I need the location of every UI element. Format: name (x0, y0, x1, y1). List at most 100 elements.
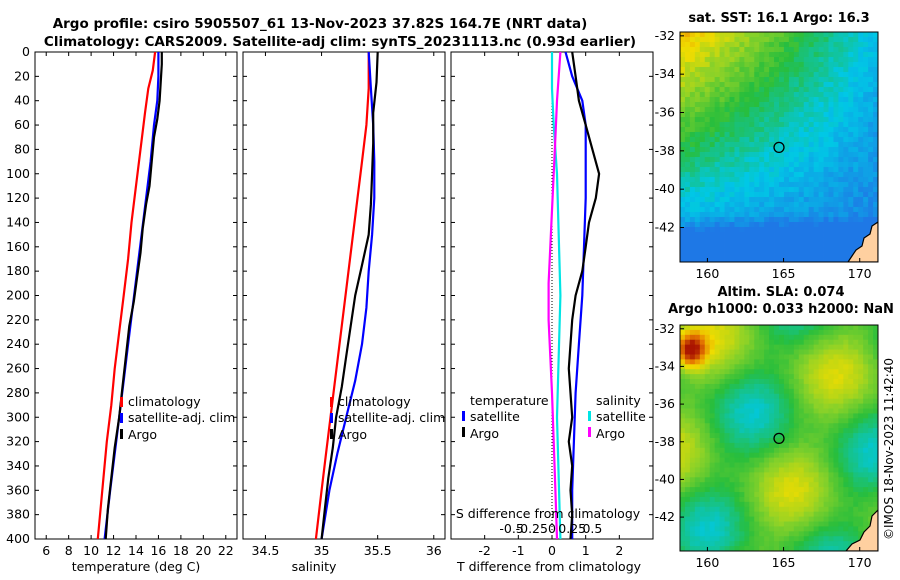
sla-cell (749, 359, 755, 365)
sst-cell (813, 227, 819, 233)
sst-cell (808, 97, 815, 103)
sst-cell (783, 197, 790, 203)
sla-cell (853, 477, 859, 483)
sst-cell (699, 87, 706, 93)
sla-cell (863, 487, 869, 493)
sla-cell (684, 349, 691, 355)
sst-cell (759, 222, 765, 228)
sst-cell (858, 242, 864, 248)
sla-cell (788, 536, 795, 542)
sst-cell (724, 177, 730, 183)
sst-cell (779, 202, 785, 208)
sla-cell (749, 467, 755, 473)
sla-cell (853, 349, 859, 355)
sst-cell (863, 177, 869, 183)
sst-cell (779, 162, 785, 168)
sla-cell (684, 413, 691, 419)
sst-cell (783, 82, 790, 88)
sla-cell (754, 359, 760, 365)
sst-cell (749, 137, 755, 143)
sst-cell (793, 112, 800, 118)
sla-cell (843, 492, 849, 498)
sst-cell (699, 237, 706, 243)
sla-cell (843, 393, 849, 400)
sla-cell (813, 344, 819, 350)
sla-cell (699, 408, 706, 414)
sla-cell (833, 408, 839, 414)
sla-cell (818, 541, 824, 547)
sla-cell (779, 477, 785, 483)
sla-cell (863, 462, 869, 468)
sst-cell (699, 97, 706, 103)
sla-cell (783, 452, 790, 459)
sst-cell (793, 107, 800, 113)
sla-cell (833, 428, 839, 434)
sst-cell (694, 152, 701, 158)
sla-cell (729, 526, 735, 532)
sla-cell (783, 369, 790, 375)
sst-cell (858, 132, 864, 138)
sla-cell (848, 418, 854, 424)
sst-cell (774, 147, 780, 153)
sst-cell (793, 122, 800, 128)
sst-cell (848, 107, 854, 113)
legend-climatology-label: climatology (128, 394, 201, 409)
sla-cell (739, 467, 745, 473)
sla-cell (833, 433, 839, 439)
sla-cell (868, 334, 874, 341)
sla-cell (843, 438, 849, 444)
sla-cell (689, 536, 696, 542)
sla-cell (680, 496, 686, 503)
sla-cell (704, 383, 711, 390)
sla-cell (694, 526, 701, 532)
sst-cell (828, 182, 834, 188)
sla-cell (699, 379, 706, 385)
sst-cell (764, 192, 770, 198)
sla-cell (863, 359, 869, 365)
sst-cell (689, 147, 696, 153)
sla-cell (744, 536, 750, 542)
sst-cell (734, 87, 740, 93)
depth-tick-label: 100 (6, 166, 30, 181)
sla-cell (808, 501, 815, 508)
x-tick-label: 12 (106, 543, 122, 558)
sst-cell (803, 82, 810, 88)
sla-cell (818, 511, 824, 518)
sst-cell (709, 92, 716, 98)
sst-cell (709, 67, 716, 73)
sst-cell (704, 177, 711, 183)
sla-cell (714, 379, 720, 385)
sla-cell (823, 521, 829, 527)
sst-cell (788, 197, 795, 203)
sla-cell (694, 383, 701, 390)
sst-cell (788, 167, 795, 173)
sla-cell (754, 462, 760, 468)
sla-cell (764, 462, 770, 468)
x-tick-label: -2 (478, 543, 490, 558)
sst-cell (714, 242, 720, 248)
sst-cell (699, 67, 706, 73)
sst-cell (749, 127, 755, 133)
sst-cell (788, 107, 795, 113)
sla-cell (823, 329, 829, 336)
sla-cell (868, 506, 874, 513)
sla-cell (739, 339, 745, 346)
sst-cell (798, 147, 805, 153)
sla-cell (798, 487, 805, 493)
sst-cell (764, 142, 770, 148)
sla-cell (808, 477, 815, 483)
sst-cell (699, 52, 706, 58)
sla-cell (833, 492, 839, 498)
sst-cell (749, 37, 755, 43)
sst-cell (709, 62, 716, 68)
sla-cell (808, 349, 815, 355)
sla-cell (788, 359, 795, 365)
sla-cell (734, 413, 740, 419)
sla-cell (843, 541, 849, 547)
sla-cell (754, 531, 760, 537)
sst-cell (803, 47, 810, 53)
sla-cell (848, 388, 854, 395)
sla-cell (764, 383, 770, 390)
sst-cell (848, 57, 854, 63)
sla-cell (788, 433, 795, 439)
